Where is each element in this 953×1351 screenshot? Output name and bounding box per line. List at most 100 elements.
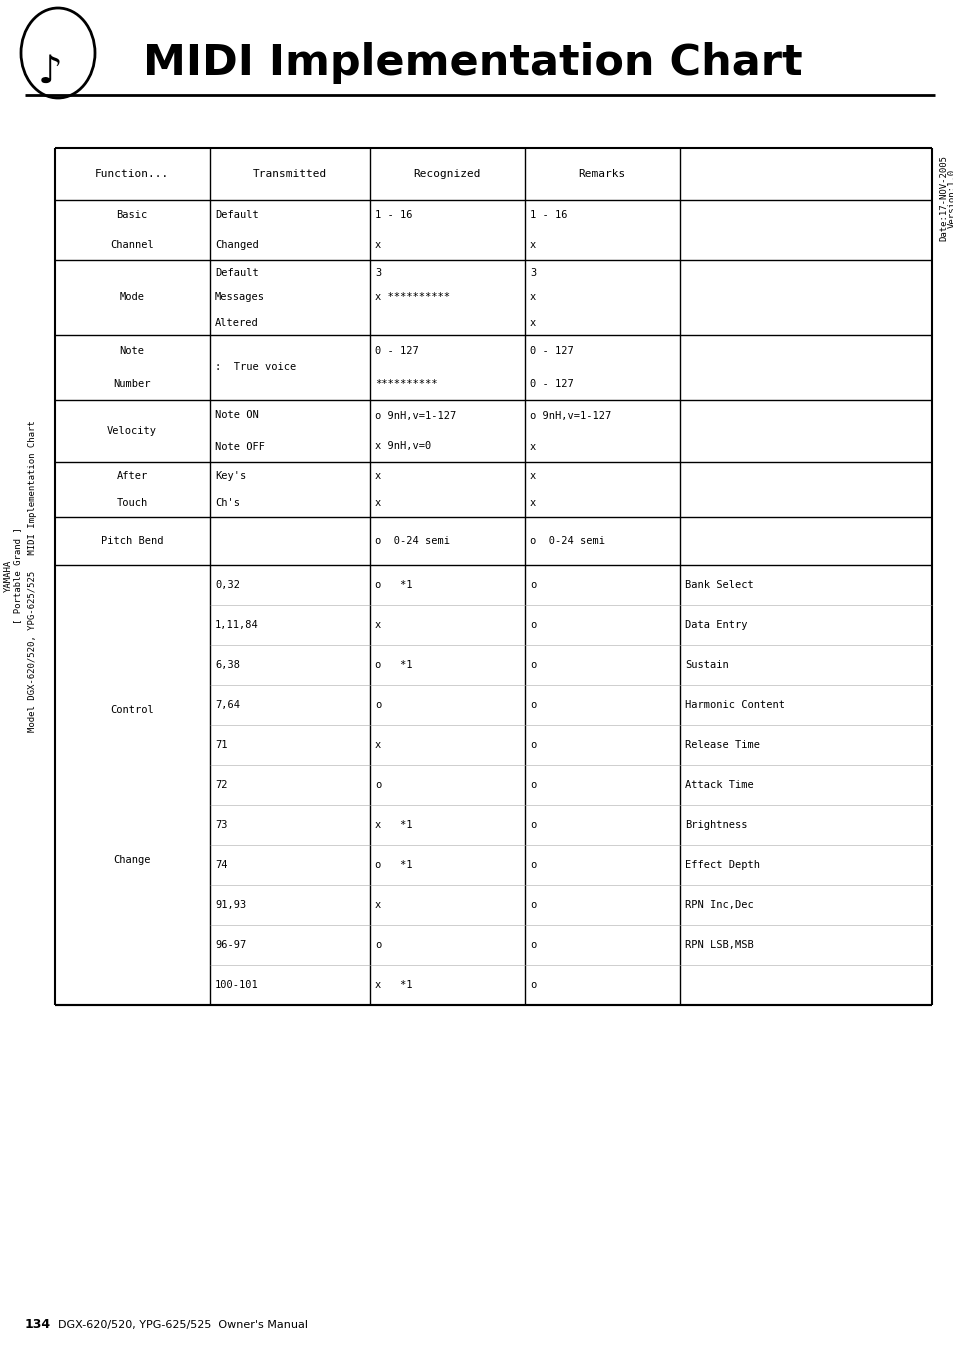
- Text: MIDI Implementation Chart: MIDI Implementation Chart: [143, 42, 801, 84]
- Text: x: x: [375, 740, 381, 750]
- Text: 73: 73: [214, 820, 227, 830]
- Text: o: o: [530, 861, 536, 870]
- Text: Harmonic Content: Harmonic Content: [684, 700, 784, 711]
- Text: o: o: [375, 700, 381, 711]
- Text: Channel: Channel: [110, 240, 153, 250]
- Text: o 9nH,v=1-127: o 9nH,v=1-127: [375, 411, 456, 420]
- Text: o  0-24 semi: o 0-24 semi: [375, 536, 450, 546]
- Text: 134: 134: [25, 1319, 51, 1332]
- Text: 71: 71: [214, 740, 227, 750]
- Text: x: x: [375, 240, 381, 250]
- Text: Effect Depth: Effect Depth: [684, 861, 760, 870]
- Text: x: x: [530, 317, 536, 327]
- Text: Changed: Changed: [214, 240, 258, 250]
- Text: o: o: [530, 940, 536, 950]
- Text: :  True voice: : True voice: [214, 362, 296, 373]
- Text: o: o: [530, 979, 536, 990]
- Text: 0 - 127: 0 - 127: [530, 378, 573, 389]
- Text: Ch's: Ch's: [214, 499, 240, 508]
- Text: o   *1: o *1: [375, 580, 412, 590]
- Text: [ Portable Grand ]: [ Portable Grand ]: [13, 528, 23, 624]
- Text: Messages: Messages: [214, 293, 265, 303]
- Text: 100-101: 100-101: [214, 979, 258, 990]
- Text: o: o: [530, 740, 536, 750]
- Text: x 9nH,v=0: x 9nH,v=0: [375, 442, 431, 451]
- Text: 1,11,84: 1,11,84: [214, 620, 258, 630]
- Text: Pitch Bend: Pitch Bend: [101, 536, 163, 546]
- Text: YAMAHA: YAMAHA: [4, 559, 12, 592]
- Text: Key's: Key's: [214, 470, 246, 481]
- Text: Default: Default: [214, 209, 258, 220]
- Text: o: o: [530, 780, 536, 790]
- Text: o: o: [375, 780, 381, 790]
- Text: Remarks: Remarks: [578, 169, 625, 178]
- Text: Mode: Mode: [119, 293, 144, 303]
- Text: 3: 3: [375, 267, 381, 277]
- Text: Altered: Altered: [214, 317, 258, 327]
- Text: o 9nH,v=1-127: o 9nH,v=1-127: [530, 411, 611, 420]
- Text: o: o: [530, 700, 536, 711]
- Text: x: x: [530, 442, 536, 451]
- Text: Function...: Function...: [94, 169, 169, 178]
- Text: x: x: [375, 499, 381, 508]
- Text: 74: 74: [214, 861, 227, 870]
- Text: o: o: [530, 900, 536, 911]
- Text: o   *1: o *1: [375, 861, 412, 870]
- Text: x: x: [530, 499, 536, 508]
- Text: After: After: [116, 470, 148, 481]
- Text: o: o: [530, 820, 536, 830]
- Text: Attack Time: Attack Time: [684, 780, 753, 790]
- Text: Model DGX-620/520, YPG-625/525   MIDI Implementation Chart: Model DGX-620/520, YPG-625/525 MIDI Impl…: [29, 420, 37, 732]
- Text: o: o: [530, 620, 536, 630]
- Text: 1 - 16: 1 - 16: [530, 209, 567, 220]
- Text: 7,64: 7,64: [214, 700, 240, 711]
- Text: 3: 3: [530, 267, 536, 277]
- Text: Note: Note: [119, 346, 144, 357]
- Text: 0 - 127: 0 - 127: [530, 346, 573, 357]
- Text: Date:17-NOV-2005: Date:17-NOV-2005: [939, 155, 947, 240]
- Text: Brightness: Brightness: [684, 820, 747, 830]
- Text: DGX-620/520, YPG-625/525  Owner's Manual: DGX-620/520, YPG-625/525 Owner's Manual: [58, 1320, 308, 1329]
- Text: x: x: [375, 900, 381, 911]
- Text: Velocity: Velocity: [107, 426, 157, 436]
- Text: o: o: [530, 580, 536, 590]
- Text: 96-97: 96-97: [214, 940, 246, 950]
- Text: x: x: [375, 470, 381, 481]
- Text: Control: Control: [110, 705, 153, 715]
- Text: Note OFF: Note OFF: [214, 442, 265, 451]
- Text: Change: Change: [113, 855, 151, 865]
- Text: x   *1: x *1: [375, 820, 412, 830]
- Text: Number: Number: [113, 378, 151, 389]
- Text: o   *1: o *1: [375, 661, 412, 670]
- Text: o: o: [530, 661, 536, 670]
- Text: Recognized: Recognized: [413, 169, 480, 178]
- Text: **********: **********: [375, 378, 437, 389]
- Text: 6,38: 6,38: [214, 661, 240, 670]
- Text: 1 - 16: 1 - 16: [375, 209, 412, 220]
- Text: Default: Default: [214, 267, 258, 277]
- Text: Touch: Touch: [116, 499, 148, 508]
- Text: Note ON: Note ON: [214, 411, 258, 420]
- Text: Sustain: Sustain: [684, 661, 728, 670]
- Text: RPN LSB,MSB: RPN LSB,MSB: [684, 940, 753, 950]
- Text: x: x: [530, 240, 536, 250]
- Text: 91,93: 91,93: [214, 900, 246, 911]
- Text: Data Entry: Data Entry: [684, 620, 747, 630]
- Text: Release Time: Release Time: [684, 740, 760, 750]
- Text: Basic: Basic: [116, 209, 148, 220]
- Text: x: x: [375, 620, 381, 630]
- Text: RPN Inc,Dec: RPN Inc,Dec: [684, 900, 753, 911]
- Text: 72: 72: [214, 780, 227, 790]
- Text: Bank Select: Bank Select: [684, 580, 753, 590]
- Text: o  0-24 semi: o 0-24 semi: [530, 536, 604, 546]
- Text: x   *1: x *1: [375, 979, 412, 990]
- Text: Version:1.0: Version:1.0: [946, 169, 953, 227]
- Text: x **********: x **********: [375, 293, 450, 303]
- Text: x: x: [530, 293, 536, 303]
- Text: ♪: ♪: [38, 53, 63, 91]
- Text: o: o: [375, 940, 381, 950]
- Text: 0 - 127: 0 - 127: [375, 346, 418, 357]
- Text: Transmitted: Transmitted: [253, 169, 327, 178]
- Text: x: x: [530, 470, 536, 481]
- Text: 0,32: 0,32: [214, 580, 240, 590]
